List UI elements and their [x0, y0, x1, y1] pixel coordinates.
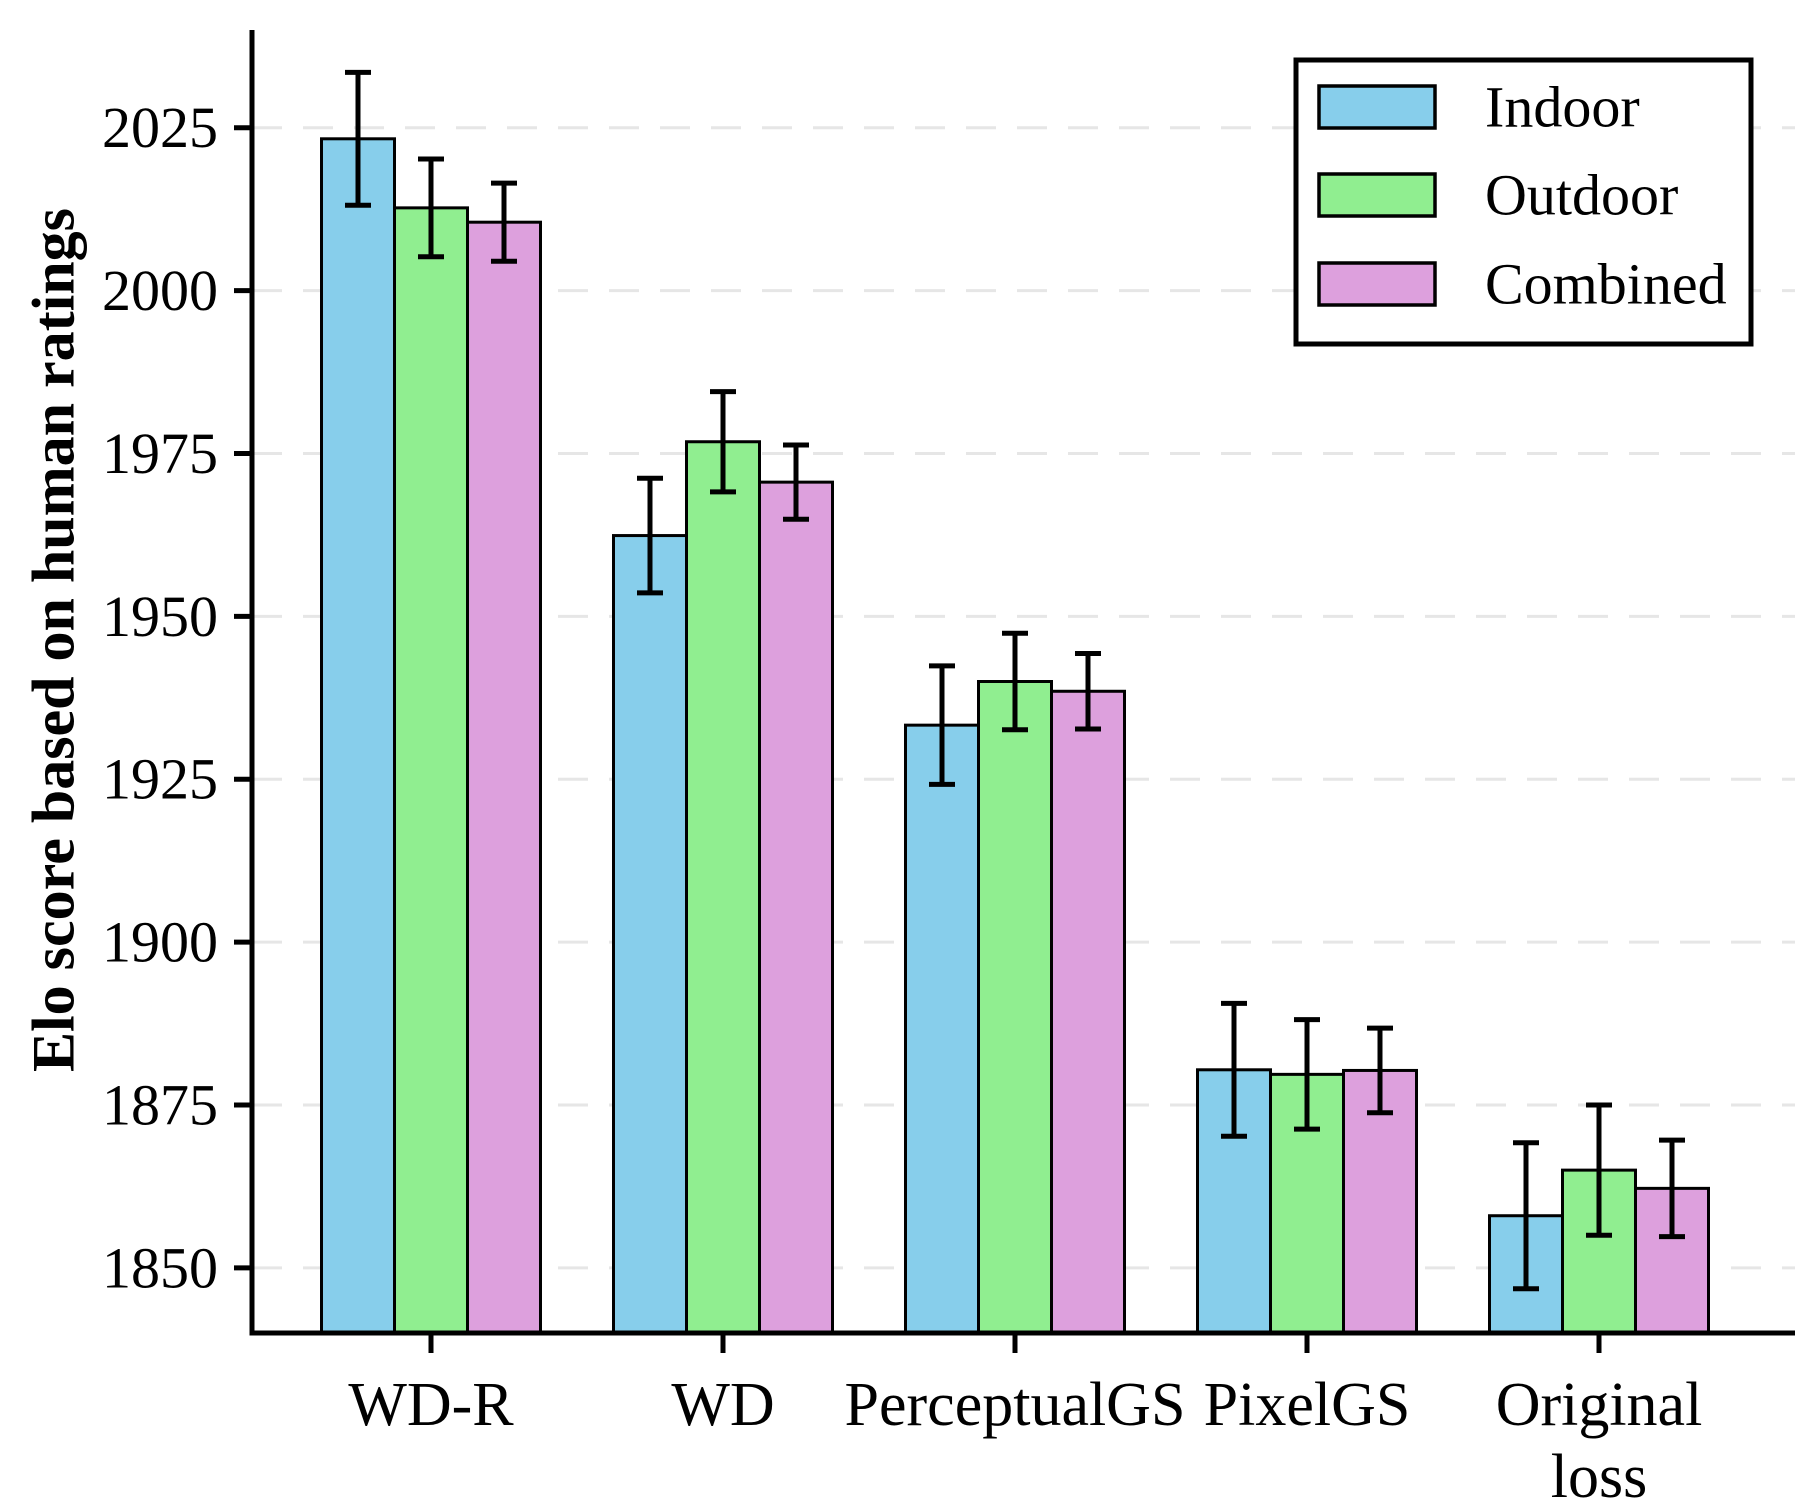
- bar-combined-wd: [758, 480, 834, 1335]
- bar-indoor-wd-r: [320, 137, 396, 1335]
- y-tick-label-1850: 1850: [102, 1235, 218, 1300]
- bar-indoor-wd: [612, 534, 688, 1335]
- legend-swatch-indoor: [1317, 84, 1437, 130]
- x-tick-label-original-loss-line1: Original: [1496, 1371, 1703, 1439]
- x-tick-label-wd-r: WD-R: [348, 1371, 514, 1439]
- bar-indoor-perceptualgs: [904, 723, 980, 1335]
- x-tick-label-wd: WD: [671, 1371, 774, 1439]
- y-tick-label-2000: 2000: [102, 258, 218, 323]
- y-axis-label-text: Elo score based on human ratings: [20, 207, 87, 1073]
- x-tick-label-original-loss-line2: loss: [1551, 1443, 1647, 1507]
- y-tick-label-1875: 1875: [102, 1072, 218, 1137]
- bar-combined-wd-r: [466, 220, 542, 1335]
- bar-outdoor-wd: [685, 440, 761, 1335]
- bar-outdoor-perceptualgs: [977, 680, 1053, 1335]
- x-tick-label-perceptualgs: PerceptualGS: [845, 1371, 1186, 1439]
- legend-swatch-combined: [1317, 261, 1437, 307]
- legend-label-outdoor: Outdoor: [1485, 163, 1678, 228]
- legend-label-combined: Combined: [1485, 252, 1727, 317]
- legend-label-indoor: Indoor: [1485, 75, 1640, 140]
- y-tick-label-2025: 2025: [102, 95, 218, 160]
- bar-combined-perceptualgs: [1050, 689, 1126, 1335]
- legend-swatch-outdoor: [1317, 172, 1437, 218]
- y-tick-label-1900: 1900: [102, 910, 218, 975]
- y-tick-label-1975: 1975: [102, 421, 218, 486]
- y-tick-label-1925: 1925: [102, 747, 218, 812]
- x-tick-label-pixelgs: PixelGS: [1204, 1371, 1411, 1439]
- bar-outdoor-wd-r: [393, 206, 469, 1335]
- y-tick-label-1950: 1950: [102, 584, 218, 649]
